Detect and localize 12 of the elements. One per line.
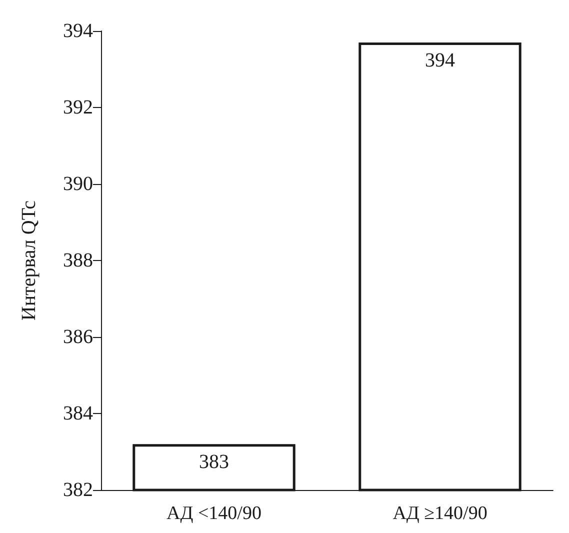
y-tick-label: 390 <box>63 173 93 195</box>
x-tick-label: АД <140/90 <box>166 503 262 524</box>
y-tick-label: 386 <box>63 326 93 348</box>
y-tick-label: 392 <box>63 96 93 118</box>
y-tick-label: 382 <box>63 479 93 501</box>
y-tick-label: 388 <box>63 250 93 272</box>
y-tick-label: 384 <box>63 402 93 424</box>
y-tick-label: 394 <box>63 20 93 42</box>
y-axis-title: Интервал QTc <box>18 200 40 321</box>
x-tick-label: АД ≥140/90 <box>392 503 488 524</box>
data-label: 394 <box>425 49 455 72</box>
data-label: 383 <box>199 451 229 474</box>
